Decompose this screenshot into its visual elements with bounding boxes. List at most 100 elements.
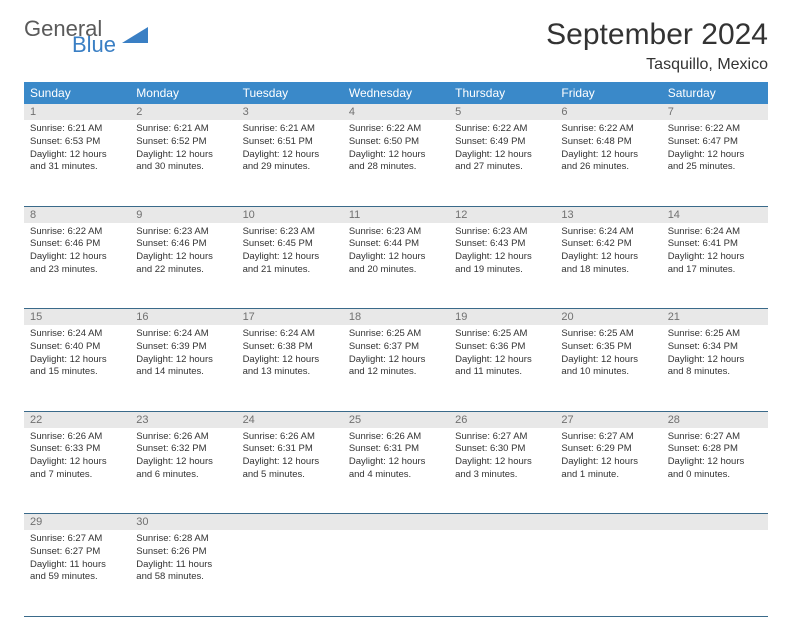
day-cell <box>449 530 555 616</box>
sunset-line: Sunset: 6:26 PM <box>136 546 230 559</box>
sunset-line: Sunset: 6:33 PM <box>30 443 124 456</box>
day-info: Sunrise: 6:24 AMSunset: 6:39 PMDaylight:… <box>130 325 236 385</box>
day-content-row: Sunrise: 6:21 AMSunset: 6:53 PMDaylight:… <box>24 120 768 206</box>
daylight-line: Daylight: 12 hours and 13 minutes. <box>243 354 337 380</box>
daylight-line: Daylight: 12 hours and 4 minutes. <box>349 456 443 482</box>
daylight-line: Daylight: 12 hours and 1 minute. <box>561 456 655 482</box>
daylight-line: Daylight: 12 hours and 31 minutes. <box>30 149 124 175</box>
day-number: 27 <box>555 411 661 428</box>
day-info: Sunrise: 6:26 AMSunset: 6:31 PMDaylight:… <box>343 428 449 488</box>
day-cell: Sunrise: 6:21 AMSunset: 6:51 PMDaylight:… <box>237 120 343 206</box>
day-number-row: 1234567 <box>24 104 768 120</box>
day-number-row: 15161718192021 <box>24 309 768 326</box>
sunset-line: Sunset: 6:46 PM <box>30 238 124 251</box>
sunset-line: Sunset: 6:31 PM <box>243 443 337 456</box>
sunrise-line: Sunrise: 6:25 AM <box>455 328 549 341</box>
day-cell: Sunrise: 6:25 AMSunset: 6:35 PMDaylight:… <box>555 325 661 411</box>
title-block: September 2024 Tasquillo, Mexico <box>546 18 768 74</box>
daylight-line: Daylight: 12 hours and 25 minutes. <box>668 149 762 175</box>
day-info: Sunrise: 6:24 AMSunset: 6:38 PMDaylight:… <box>237 325 343 385</box>
day-number: 3 <box>237 104 343 120</box>
day-number: 12 <box>449 206 555 223</box>
day-cell <box>662 530 768 616</box>
day-info: Sunrise: 6:26 AMSunset: 6:33 PMDaylight:… <box>24 428 130 488</box>
day-number: 16 <box>130 309 236 326</box>
location-label: Tasquillo, Mexico <box>546 56 768 74</box>
day-cell: Sunrise: 6:25 AMSunset: 6:36 PMDaylight:… <box>449 325 555 411</box>
sunset-line: Sunset: 6:40 PM <box>30 341 124 354</box>
daylight-line: Daylight: 12 hours and 8 minutes. <box>668 354 762 380</box>
day-info: Sunrise: 6:22 AMSunset: 6:50 PMDaylight:… <box>343 120 449 180</box>
day-cell <box>555 530 661 616</box>
daylight-line: Daylight: 11 hours and 58 minutes. <box>136 559 230 585</box>
day-info: Sunrise: 6:27 AMSunset: 6:27 PMDaylight:… <box>24 530 130 590</box>
sunset-line: Sunset: 6:43 PM <box>455 238 549 251</box>
weekday-tuesday: Tuesday <box>237 82 343 104</box>
daylight-line: Daylight: 12 hours and 18 minutes. <box>561 251 655 277</box>
sunset-line: Sunset: 6:46 PM <box>136 238 230 251</box>
day-number-row: 2930 <box>24 514 768 531</box>
day-number <box>343 514 449 531</box>
day-number: 13 <box>555 206 661 223</box>
sunset-line: Sunset: 6:29 PM <box>561 443 655 456</box>
day-info: Sunrise: 6:21 AMSunset: 6:53 PMDaylight:… <box>24 120 130 180</box>
sunrise-line: Sunrise: 6:24 AM <box>561 226 655 239</box>
sunrise-line: Sunrise: 6:21 AM <box>30 123 124 136</box>
day-content-row: Sunrise: 6:22 AMSunset: 6:46 PMDaylight:… <box>24 223 768 309</box>
day-cell: Sunrise: 6:27 AMSunset: 6:29 PMDaylight:… <box>555 428 661 514</box>
sunset-line: Sunset: 6:35 PM <box>561 341 655 354</box>
day-number: 24 <box>237 411 343 428</box>
calendar-table: Sunday Monday Tuesday Wednesday Thursday… <box>24 82 768 617</box>
day-cell: Sunrise: 6:24 AMSunset: 6:38 PMDaylight:… <box>237 325 343 411</box>
day-cell: Sunrise: 6:26 AMSunset: 6:31 PMDaylight:… <box>343 428 449 514</box>
daylight-line: Daylight: 12 hours and 21 minutes. <box>243 251 337 277</box>
day-info: Sunrise: 6:23 AMSunset: 6:45 PMDaylight:… <box>237 223 343 283</box>
daylight-line: Daylight: 12 hours and 5 minutes. <box>243 456 337 482</box>
sunset-line: Sunset: 6:53 PM <box>30 136 124 149</box>
day-info: Sunrise: 6:22 AMSunset: 6:48 PMDaylight:… <box>555 120 661 180</box>
sunset-line: Sunset: 6:28 PM <box>668 443 762 456</box>
sunset-line: Sunset: 6:30 PM <box>455 443 549 456</box>
day-cell <box>343 530 449 616</box>
daylight-line: Daylight: 12 hours and 0 minutes. <box>668 456 762 482</box>
day-number <box>237 514 343 531</box>
sunrise-line: Sunrise: 6:25 AM <box>561 328 655 341</box>
sunrise-line: Sunrise: 6:27 AM <box>30 533 124 546</box>
sunset-line: Sunset: 6:37 PM <box>349 341 443 354</box>
day-cell: Sunrise: 6:24 AMSunset: 6:42 PMDaylight:… <box>555 223 661 309</box>
sunset-line: Sunset: 6:50 PM <box>349 136 443 149</box>
sunrise-line: Sunrise: 6:28 AM <box>136 533 230 546</box>
sunset-line: Sunset: 6:49 PM <box>455 136 549 149</box>
sunset-line: Sunset: 6:47 PM <box>668 136 762 149</box>
day-info: Sunrise: 6:24 AMSunset: 6:40 PMDaylight:… <box>24 325 130 385</box>
day-number: 29 <box>24 514 130 531</box>
daylight-line: Daylight: 12 hours and 23 minutes. <box>30 251 124 277</box>
day-cell: Sunrise: 6:22 AMSunset: 6:47 PMDaylight:… <box>662 120 768 206</box>
day-info: Sunrise: 6:25 AMSunset: 6:35 PMDaylight:… <box>555 325 661 385</box>
daylight-line: Daylight: 12 hours and 30 minutes. <box>136 149 230 175</box>
sunrise-line: Sunrise: 6:23 AM <box>455 226 549 239</box>
daylight-line: Daylight: 12 hours and 27 minutes. <box>455 149 549 175</box>
day-info: Sunrise: 6:27 AMSunset: 6:29 PMDaylight:… <box>555 428 661 488</box>
sunrise-line: Sunrise: 6:21 AM <box>243 123 337 136</box>
day-info: Sunrise: 6:21 AMSunset: 6:51 PMDaylight:… <box>237 120 343 180</box>
day-number: 25 <box>343 411 449 428</box>
weekday-sunday: Sunday <box>24 82 130 104</box>
day-cell <box>237 530 343 616</box>
sunrise-line: Sunrise: 6:21 AM <box>136 123 230 136</box>
day-cell: Sunrise: 6:21 AMSunset: 6:52 PMDaylight:… <box>130 120 236 206</box>
day-cell: Sunrise: 6:22 AMSunset: 6:49 PMDaylight:… <box>449 120 555 206</box>
day-number: 7 <box>662 104 768 120</box>
sunrise-line: Sunrise: 6:24 AM <box>136 328 230 341</box>
daylight-line: Daylight: 12 hours and 28 minutes. <box>349 149 443 175</box>
day-number: 1 <box>24 104 130 120</box>
sunrise-line: Sunrise: 6:23 AM <box>243 226 337 239</box>
sunset-line: Sunset: 6:34 PM <box>668 341 762 354</box>
day-info: Sunrise: 6:24 AMSunset: 6:42 PMDaylight:… <box>555 223 661 283</box>
sunset-line: Sunset: 6:36 PM <box>455 341 549 354</box>
logo-text-blue: Blue <box>72 34 116 56</box>
day-number: 9 <box>130 206 236 223</box>
day-info: Sunrise: 6:25 AMSunset: 6:34 PMDaylight:… <box>662 325 768 385</box>
daylight-line: Daylight: 12 hours and 19 minutes. <box>455 251 549 277</box>
weekday-friday: Friday <box>555 82 661 104</box>
